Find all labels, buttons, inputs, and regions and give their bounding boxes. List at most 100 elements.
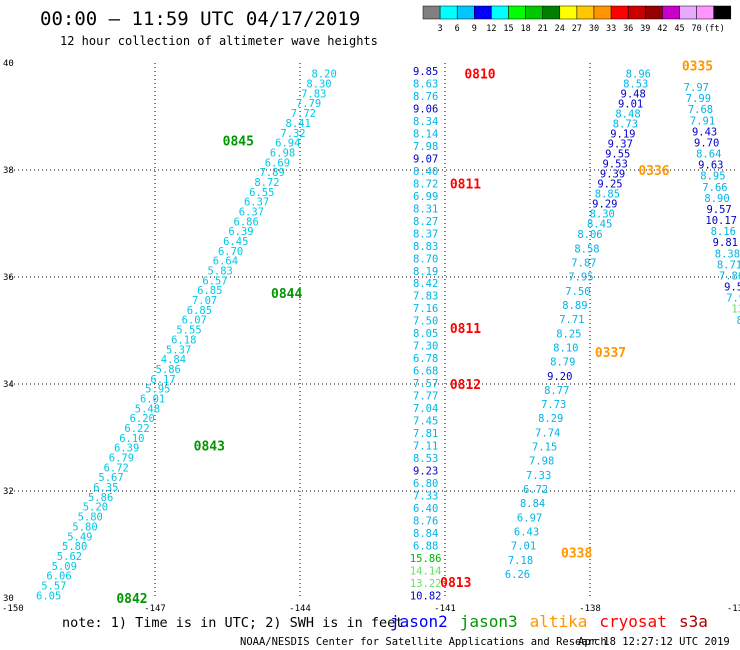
jason2-swh-label: 8.76 <box>413 91 438 103</box>
jason3-swh-label: 5.62 <box>57 551 82 563</box>
jason3-swh-label: 7.79 <box>296 98 321 110</box>
jason3-swh-label: 6.70 <box>218 246 243 258</box>
jason2-swh-label: 8.25 <box>556 328 581 340</box>
jason2-swh-label: 7.01 <box>511 541 536 553</box>
jason2-swh-label: 7.33 <box>413 490 438 502</box>
jason3-swh-label: 6.05 <box>36 590 61 602</box>
jason3-swh-label: 7.89 <box>260 167 285 179</box>
jason2-swh-label: 7.11 <box>413 441 438 453</box>
jason2-swh-label: 7.97 <box>684 82 709 94</box>
jason3-swh-label: 6.35 <box>93 482 118 494</box>
jason2-swh-label: 6.40 <box>413 503 438 515</box>
pass-time-label: 0811 <box>450 322 481 337</box>
jason3-swh-label: 4.84 <box>161 354 186 366</box>
jason2-swh-label: 9.43 <box>692 126 717 138</box>
jason3-swh-label: 6.79 <box>109 453 134 465</box>
jason3-swh-label: 5.95 <box>145 384 170 396</box>
jason2-swh-label: 6.26 <box>505 569 530 581</box>
colorbar-level-label: 45 <box>674 24 684 34</box>
colorbar-level-label: 39 <box>640 24 650 34</box>
jason2-swh-label: 7.50 <box>413 316 438 328</box>
jason2-swh-label: 6.80 <box>413 478 438 490</box>
colorbar-level-label: 9 <box>472 24 477 34</box>
colorbar-level-label: 12 <box>486 24 496 34</box>
jason2-swh-label: 7.15 <box>532 442 557 454</box>
jason2-swh-label: 8.95 <box>700 171 725 183</box>
jason3-swh-label: 6.20 <box>130 413 155 425</box>
jason3-swh-label: 5.20 <box>83 502 108 514</box>
jason2-swh-label: 8.30 <box>590 209 615 221</box>
jason2-swh-label: 6.99 <box>413 191 438 203</box>
time-labels: 0810 0811 0811 0812 0813 0845 0844 0843 0842 0335… <box>116 60 713 607</box>
jason2-swh-label: 7.98 <box>413 141 438 153</box>
footer-timestamp: Apr 18 12:27:12 UTC 2019 <box>578 636 730 648</box>
jason3-swh-label: 5.80 <box>78 512 103 524</box>
colorbar-swatch <box>508 5 526 20</box>
jason2-swh-label: 8.40 <box>413 166 438 178</box>
pass-time-label: 0845 <box>223 135 254 150</box>
jason3-swh-label: 6.85 <box>197 285 222 297</box>
jason2-swh-label: 8.16 <box>711 226 736 238</box>
y-tick-label: 38 <box>3 166 14 176</box>
colorbar-level-label: 3 <box>438 24 443 34</box>
jason3-swh-label: 5.83 <box>208 266 233 278</box>
jason2-swh-label: 10.82 <box>410 590 442 602</box>
jason2-swh-label: 8.14 <box>413 128 438 140</box>
colorbar-level-label: 30 <box>589 24 599 34</box>
legend-altika: altika <box>530 612 588 631</box>
jason2-swh-label: 7.86 <box>719 270 740 282</box>
jason2-swh-label: 8.89 <box>562 300 587 312</box>
y-tick-label: 40 <box>3 59 14 69</box>
jason3-swh-label: 5.86 <box>88 492 113 504</box>
jason2-swh-label: 7.74 <box>535 427 560 439</box>
pass-time-label: 0844 <box>271 287 302 302</box>
jason3-swh-label: 7.72 <box>291 108 316 120</box>
jason2-swh-label: 7.83 <box>413 291 438 303</box>
jason3-swh-label: 6.10 <box>119 433 144 445</box>
jason2-swh-label: 7.66 <box>702 182 727 194</box>
jason2-swh-label: 7.77 <box>413 391 438 403</box>
jason2-swh-label: 8.06 <box>577 229 602 241</box>
grid-lines <box>10 63 735 598</box>
jason3-swh-label: 5.55 <box>176 325 201 337</box>
jason3-swh-label: 6.85 <box>187 305 212 317</box>
colorbar-level-label: 70 <box>691 24 701 34</box>
jason2-swh-label: 8.83 <box>413 241 438 253</box>
jason2-swh-label: 7.99 <box>686 93 711 105</box>
jason2-swh-label: 8.45 <box>587 219 612 231</box>
colorbar-swatch <box>559 5 578 20</box>
colorbar-swatch <box>439 5 458 20</box>
jason2-swh-label: 9.70 <box>694 137 719 149</box>
jason2-swh-label: 8.53 <box>413 453 438 465</box>
jason2-swh-label: 8.05 <box>413 328 438 340</box>
jason2-swh-label: 9.81 <box>713 237 738 249</box>
jason3-swh-label: 6.07 <box>182 315 207 327</box>
jason2-swh-label: 8.85 <box>595 189 620 201</box>
jason3-swh-label: 6.94 <box>275 138 300 150</box>
colorbar-level-label: 24 <box>555 24 565 34</box>
pass-time-label: 0336 <box>638 164 669 179</box>
legend-jason3: jason3 <box>460 612 518 631</box>
jason2-swh-label: 7.98 <box>529 456 554 468</box>
jason2-swh-label: 6.68 <box>413 366 438 378</box>
colorbar-swatch <box>422 5 441 20</box>
x-tick-label: -138 <box>579 604 601 614</box>
jason2-swh-label: 8.29 <box>538 413 563 425</box>
jason2-swh-label: 8.73 <box>613 119 638 131</box>
jason2-swh-label: 8.72 <box>413 178 438 190</box>
jason2-swh-label: 7.73 <box>541 399 566 411</box>
jason2-swh-label: 8.48 <box>615 109 640 121</box>
pass-time-label: 0337 <box>595 346 626 361</box>
colorbar-swatch <box>491 5 509 20</box>
colorbar-swatch <box>576 5 595 20</box>
jason3-swh-label: 6.45 <box>223 236 248 248</box>
jason2-swh-label: 7.50 <box>565 286 590 298</box>
pass-time-label: 0812 <box>450 378 481 393</box>
jason2-swh-label: 8.84 <box>520 498 545 510</box>
jason2-swh-label: 9.23 <box>413 465 438 477</box>
jason2-swh-label: 8.53 <box>623 79 648 91</box>
jason3-swh-label: 8.72 <box>254 177 279 189</box>
jason2-swh-label: 9.53 <box>602 159 627 171</box>
jason2-swh-label: 7.71 <box>559 314 584 326</box>
